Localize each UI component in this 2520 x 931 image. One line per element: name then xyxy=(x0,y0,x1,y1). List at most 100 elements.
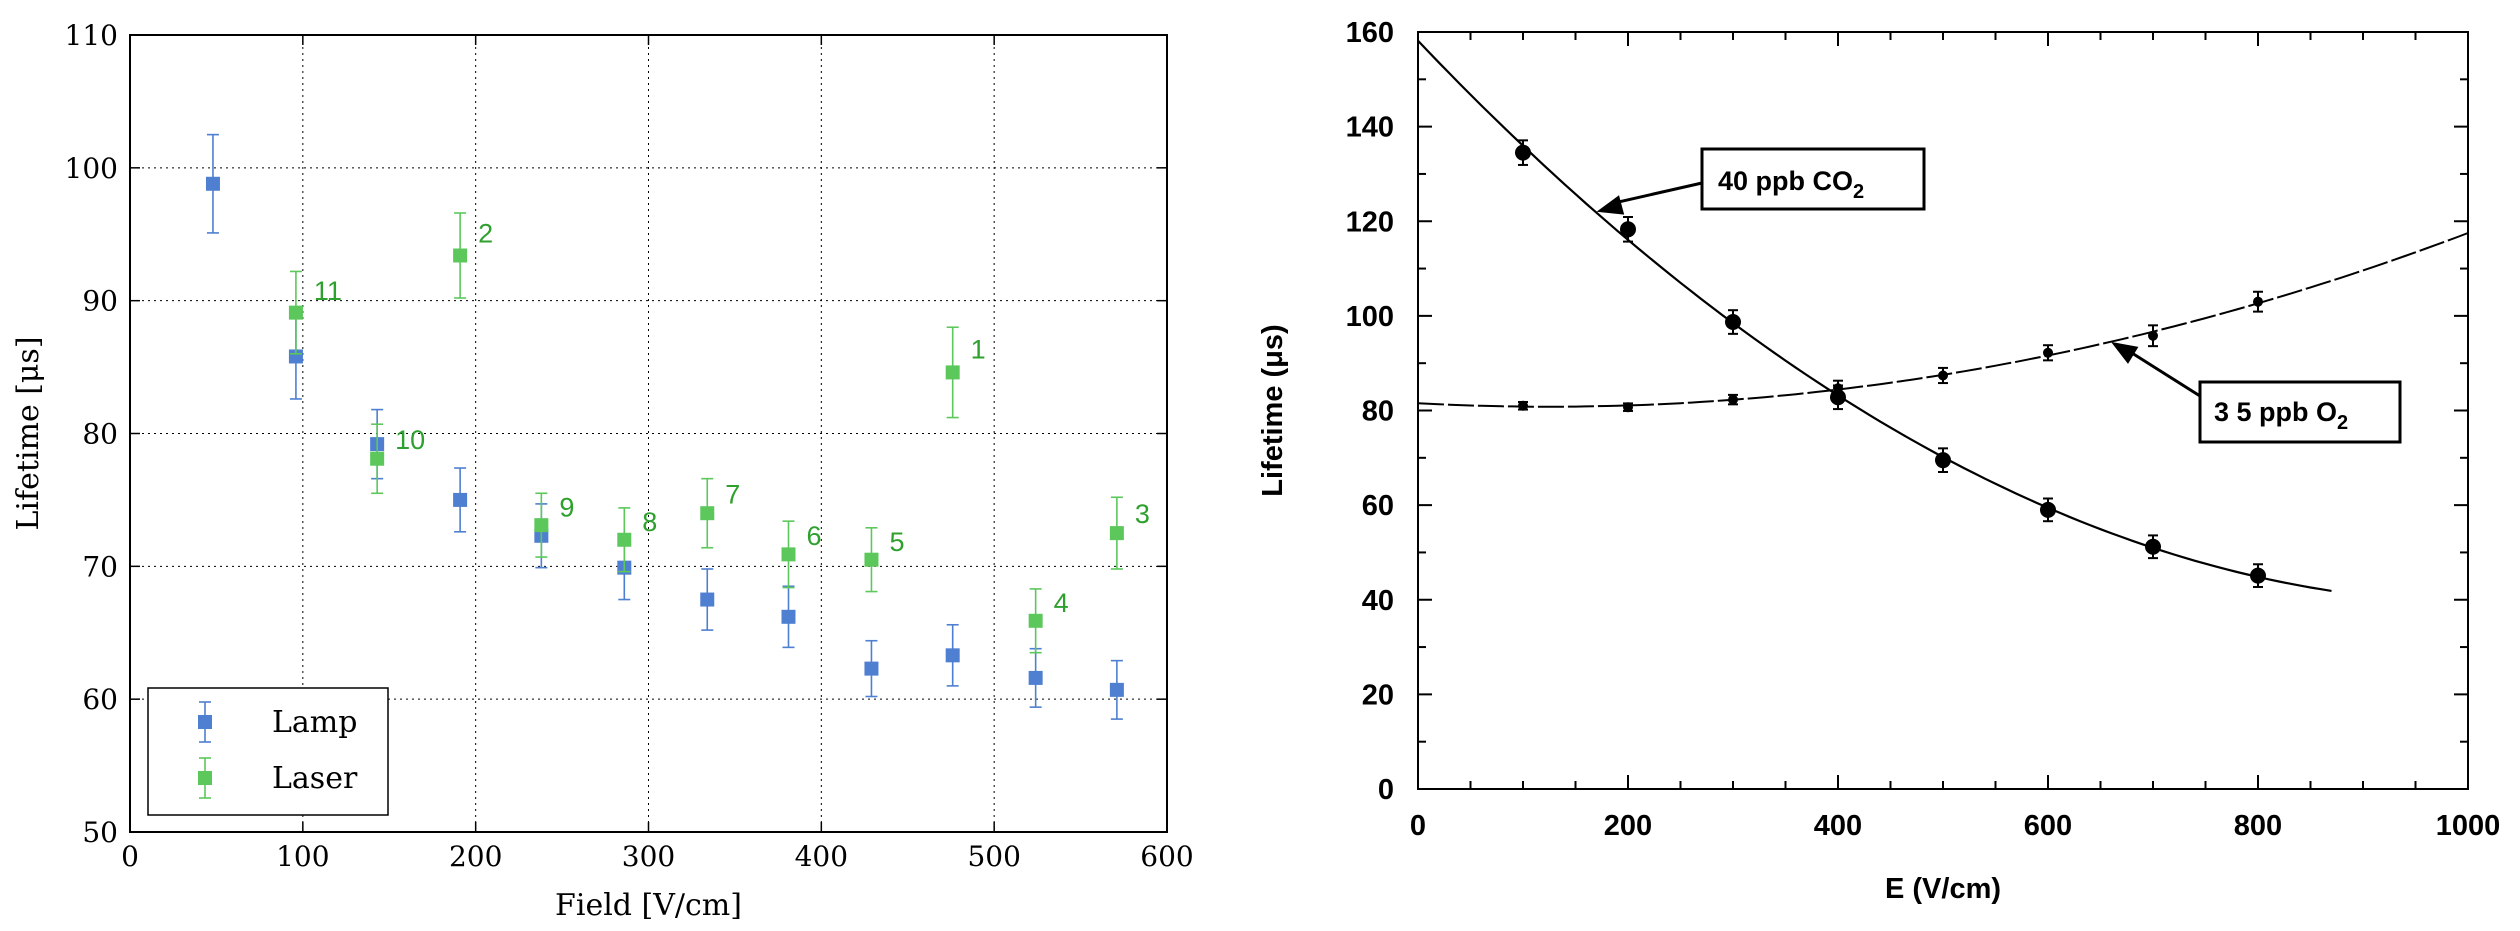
co2-point xyxy=(1620,215,1636,243)
annotation-co2-arrowhead xyxy=(1596,195,1625,215)
co2-series xyxy=(1515,139,2266,588)
lamp-point xyxy=(205,133,220,234)
left-x-tick-label: 600 xyxy=(1140,840,1193,873)
lamp-series xyxy=(205,133,1124,720)
left-y-tick-label: 100 xyxy=(65,152,118,185)
marker xyxy=(945,365,960,380)
marker xyxy=(1028,613,1043,628)
left-x-tick-label: 0 xyxy=(121,840,139,873)
laser-point-label: 1 xyxy=(971,334,986,364)
right-y-tick-label: 100 xyxy=(1346,301,1394,333)
annotation-co2-main: 40 ppb CO xyxy=(1718,166,1853,196)
left-x-axis-label: Field [V/cm] xyxy=(555,888,742,923)
laser-point xyxy=(1028,588,1043,654)
laser-point xyxy=(370,423,385,495)
o2-point xyxy=(2253,290,2263,313)
legend-label-lamp: Lamp xyxy=(272,705,357,740)
left-x-tick-label: 200 xyxy=(449,840,502,873)
right-x-tick-label: 600 xyxy=(2024,810,2072,842)
left-x-tick-labels: 0 100 200 300 400 500 600 xyxy=(121,840,1194,873)
marker xyxy=(1830,389,1846,406)
annotation-co2-text: 40 ppb CO2 xyxy=(1718,166,1864,203)
laser-point xyxy=(781,520,796,589)
laser-point xyxy=(945,326,960,419)
laser-series xyxy=(288,212,1124,654)
laser-point xyxy=(534,492,549,558)
annotation-o2-arrowhead xyxy=(2111,341,2139,364)
lamp-point xyxy=(1028,647,1043,708)
marker xyxy=(288,305,303,320)
left-x-tick-label: 100 xyxy=(276,840,329,873)
lamp-point xyxy=(1109,659,1124,720)
laser-point-label: 7 xyxy=(725,479,740,509)
laser-point xyxy=(700,477,715,549)
co2-fit-curve xyxy=(1417,40,2332,592)
laser-point-label: 11 xyxy=(314,276,342,306)
right-y-tick-label: 60 xyxy=(1362,490,1394,522)
legend-marker-lamp xyxy=(198,701,212,743)
marker xyxy=(2250,567,2266,584)
legend-box xyxy=(147,687,389,816)
laser-point xyxy=(453,212,468,299)
marker xyxy=(617,532,632,547)
left-y-tick-label: 110 xyxy=(65,19,118,52)
annotation-co2: 40 ppb CO2 xyxy=(1596,147,1926,215)
annotation-co2-subscript: 2 xyxy=(1853,181,1864,203)
right-y-axis-label: Lifetime (μs) xyxy=(1257,324,1289,496)
annotation-o2-subscript: 2 xyxy=(2337,412,2348,434)
o2-series xyxy=(1518,290,2263,413)
laser-point-label: 3 xyxy=(1135,499,1150,529)
marker xyxy=(1518,400,1528,411)
left-ticks xyxy=(129,34,1168,833)
right-x-tick-label: 400 xyxy=(1814,810,1862,842)
marker xyxy=(1833,383,1843,394)
lamp-point xyxy=(781,585,796,649)
annotation-o2-text: 3 5 ppb O2 xyxy=(2214,397,2348,434)
laser-point-label: 6 xyxy=(806,521,821,551)
right-x-tick-label: 0 xyxy=(1410,810,1426,842)
left-chart: 11 10 2 9 8 7 6 5 1 4 3 0 100 200 300 400 500 600 50 60 70… xyxy=(11,19,1194,923)
lamp-point xyxy=(864,639,879,698)
marker xyxy=(1109,682,1124,697)
marker xyxy=(370,451,385,466)
left-y-tick-label: 60 xyxy=(82,683,118,716)
legend-marker-square xyxy=(198,771,212,785)
left-x-tick-label: 400 xyxy=(795,840,848,873)
right-x-tick-label: 200 xyxy=(1604,810,1652,842)
marker xyxy=(1725,314,1741,331)
laser-point-label: 9 xyxy=(559,492,574,522)
o2-point xyxy=(2148,324,2158,348)
lamp-point xyxy=(945,623,960,687)
right-y-tick-label: 40 xyxy=(1362,585,1394,617)
left-legend: Lamp Laser xyxy=(147,687,389,816)
right-y-tick-label: 0 xyxy=(1378,774,1394,806)
legend-label-laser: Laser xyxy=(272,761,358,796)
co2-point xyxy=(1515,139,1531,166)
marker xyxy=(781,609,796,624)
left-y-tick-label: 70 xyxy=(82,550,118,583)
annotation-o2-box xyxy=(2198,380,2402,444)
laser-point xyxy=(617,507,632,573)
marker xyxy=(2148,330,2158,341)
marker xyxy=(781,547,796,562)
annotation-o2-main: 3 5 ppb O xyxy=(2214,397,2337,427)
left-y-axis-label: Lifetime [μs] xyxy=(11,336,46,530)
marker xyxy=(864,661,879,676)
o2-point xyxy=(1938,366,1948,385)
o2-point xyxy=(2043,344,2053,362)
marker xyxy=(700,592,715,607)
right-x-tick-label: 800 xyxy=(2234,810,2282,842)
right-x-tick-label: 1000 xyxy=(2436,810,2501,842)
left-y-tick-label: 80 xyxy=(82,418,118,451)
right-y-tick-label: 160 xyxy=(1346,17,1394,49)
left-x-tick-label: 500 xyxy=(967,840,1020,873)
marker xyxy=(1623,402,1633,413)
laser-point-label: 8 xyxy=(642,507,657,537)
marker xyxy=(2040,501,2056,518)
marker xyxy=(1515,144,1531,161)
right-x-tick-labels: 0 200 400 600 800 1000 xyxy=(1410,810,2500,842)
marker xyxy=(205,176,220,191)
marker xyxy=(1109,526,1124,541)
left-y-tick-labels: 50 60 70 80 90 100 110 xyxy=(65,19,118,849)
